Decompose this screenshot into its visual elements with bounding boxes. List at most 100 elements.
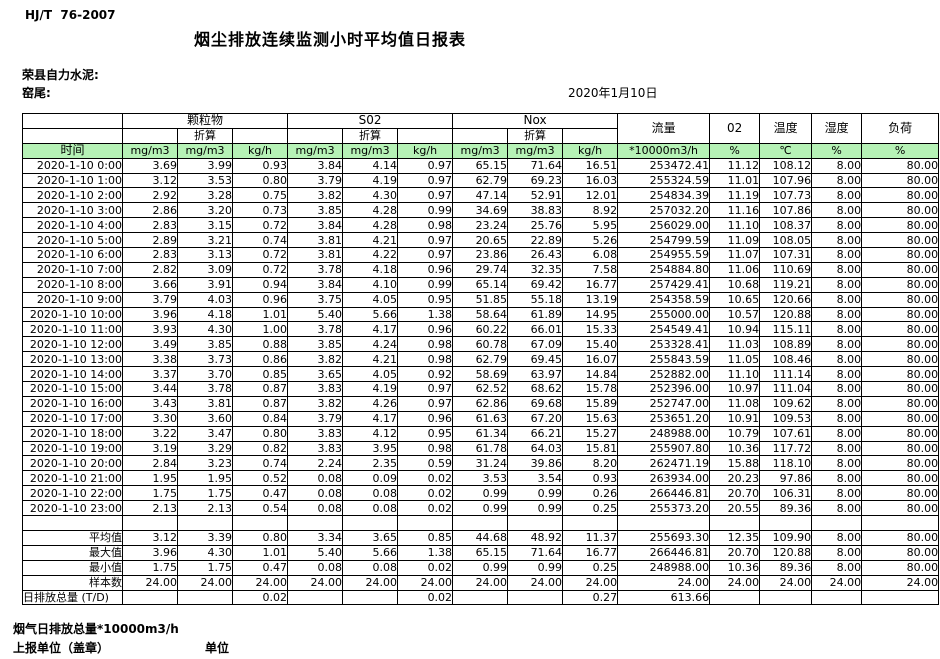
value-cell: 108.05 (759, 232, 813, 249)
value-cell: 3.60 (177, 410, 233, 427)
value-cell: 80.00 (861, 351, 940, 368)
value-cell: 0.08 (342, 500, 399, 517)
value-cell: 10.36 (709, 559, 761, 576)
row-label-cell: 2020-1-10 10:00 (22, 306, 123, 323)
value-cell: 3.12 (122, 172, 178, 189)
blank-cell (122, 127, 178, 144)
value-cell: 3.53 (452, 470, 509, 487)
value-cell: 11.10 (709, 366, 761, 383)
value-cell: 62.79 (452, 351, 509, 368)
value-cell: 8.00 (811, 485, 863, 502)
value-cell: 66.01 (507, 321, 564, 338)
hourly-data-row: 2020-1-10 8:00 3.66 3.91 0.94 3.84 4.10 0.99 65… (22, 276, 940, 293)
value-cell: 69.42 (507, 276, 564, 293)
value-cell: 24.00 (231, 574, 289, 591)
value-cell: 254834.39 (617, 187, 711, 204)
value-cell (759, 589, 813, 606)
hourly-data-row: 2020-1-10 3:00 2.86 3.20 0.73 3.85 4.28 0.99 34… (22, 202, 940, 219)
value-cell: 2.35 (342, 455, 399, 472)
value-cell: 62.79 (452, 172, 509, 189)
value-cell: 0.08 (287, 500, 344, 517)
value-cell: 8.00 (811, 187, 863, 204)
value-cell: 0.02 (231, 589, 289, 606)
value-cell: 3.75 (287, 291, 344, 308)
value-cell: 8.00 (811, 291, 863, 308)
report-date: 2020年1月10日 (568, 86, 658, 100)
value-cell: 2.13 (177, 500, 233, 517)
hourly-data-row: 2020-1-10 18:00 3.22 3.47 0.80 3.83 4.12 0.95 6… (22, 425, 940, 442)
value-cell: 80.00 (861, 485, 940, 502)
value-cell: 3.78 (177, 381, 233, 397)
value-cell: 80.00 (861, 321, 940, 338)
row-label-cell: 2020-1-10 22:00 (22, 485, 123, 502)
value-cell: 10.65 (709, 291, 761, 308)
value-cell: 1.00 (231, 321, 289, 338)
value-cell: 4.19 (342, 381, 399, 397)
value-cell: 8.00 (811, 217, 863, 234)
group-particulate: 颗粒物 (121, 113, 289, 129)
hourly-data-row: 2020-1-10 16:00 3.43 3.81 0.87 3.82 4.26 0.97 6… (22, 395, 940, 412)
value-cell: 1.38 (397, 306, 454, 323)
header-temperature: 温度 (759, 113, 813, 144)
blank-cell (562, 127, 619, 144)
value-cell: 64.03 (507, 440, 564, 457)
value-cell: 3.84 (287, 276, 344, 293)
value-cell: 4.21 (342, 232, 399, 249)
value-cell (452, 589, 509, 606)
value-cell: 107.86 (759, 202, 813, 219)
hourly-data-row: 2020-1-10 5:00 2.89 3.21 0.74 3.81 4.21 0.97 20… (22, 232, 940, 249)
value-cell: 15.81 (562, 440, 619, 457)
value-cell: 3.21 (177, 232, 233, 249)
value-cell: 80.00 (861, 529, 940, 546)
hourly-data-row: 2020-1-10 21:00 1.95 1.95 0.52 0.08 0.09 0.02 3… (22, 470, 940, 487)
value-cell: 0.02 (397, 500, 454, 517)
value-cell: 8.20 (562, 455, 619, 472)
value-cell: 4.05 (342, 291, 399, 308)
value-cell: 8.00 (811, 247, 863, 263)
value-cell: 120.88 (759, 306, 813, 323)
value-cell: 252396.00 (617, 381, 711, 397)
row-label-cell: 2020-1-10 8:00 (22, 276, 123, 293)
value-cell: 3.20 (177, 202, 233, 219)
unit-cell: mg/m3 (177, 142, 233, 159)
value-cell: 0.98 (397, 217, 454, 234)
value-cell: 69.68 (507, 395, 564, 412)
value-cell: 16.51 (562, 157, 619, 174)
value-cell: 67.09 (507, 336, 564, 353)
value-cell: 3.49 (122, 336, 178, 353)
value-cell: 62.52 (452, 381, 509, 397)
flue-gas-total-note: 烟气日排放总量*10000m3/h (13, 622, 179, 636)
hourly-data-row: 2020-1-10 6:00 2.83 3.13 0.72 3.81 4.22 0.97 23… (22, 247, 940, 263)
value-cell: 0.95 (397, 425, 454, 442)
value-cell: 3.78 (287, 261, 344, 278)
value-cell: 3.93 (122, 321, 178, 338)
row-label-cell: 2020-1-10 21:00 (22, 470, 123, 487)
value-cell: 13.19 (562, 291, 619, 308)
value-cell: 1.95 (122, 470, 178, 487)
value-cell: 61.34 (452, 425, 509, 442)
value-cell: 3.73 (177, 351, 233, 368)
value-cell (562, 515, 619, 531)
value-cell: 80.00 (861, 544, 940, 561)
hourly-data-row: 2020-1-10 20:00 2.84 3.23 0.74 2.24 2.35 0.59 3… (22, 455, 940, 472)
hourly-data-row: 2020-1-10 11:00 3.93 4.30 1.00 3.78 4.17 0.96 6… (22, 321, 940, 338)
value-cell: 80.00 (861, 247, 940, 263)
value-cell: 3.79 (287, 410, 344, 427)
value-cell: 2.83 (122, 217, 178, 234)
value-cell: 0.72 (231, 217, 289, 234)
value-cell: 108.89 (759, 336, 813, 353)
value-cell: 3.28 (177, 187, 233, 204)
value-cell: 0.96 (231, 291, 289, 308)
value-cell: 10.91 (709, 410, 761, 427)
value-cell: 2.13 (122, 500, 178, 517)
value-cell: 2.84 (122, 455, 178, 472)
value-cell: 110.69 (759, 261, 813, 278)
value-cell: 16.03 (562, 172, 619, 189)
unit-cell: mg/m3 (122, 142, 178, 159)
value-cell: 3.99 (177, 157, 233, 174)
value-cell: 254358.59 (617, 291, 711, 308)
value-cell: 2.82 (122, 261, 178, 278)
row-label-cell: 平均值 (22, 529, 123, 546)
value-cell: 4.03 (177, 291, 233, 308)
group-so2: S02 (287, 113, 454, 129)
